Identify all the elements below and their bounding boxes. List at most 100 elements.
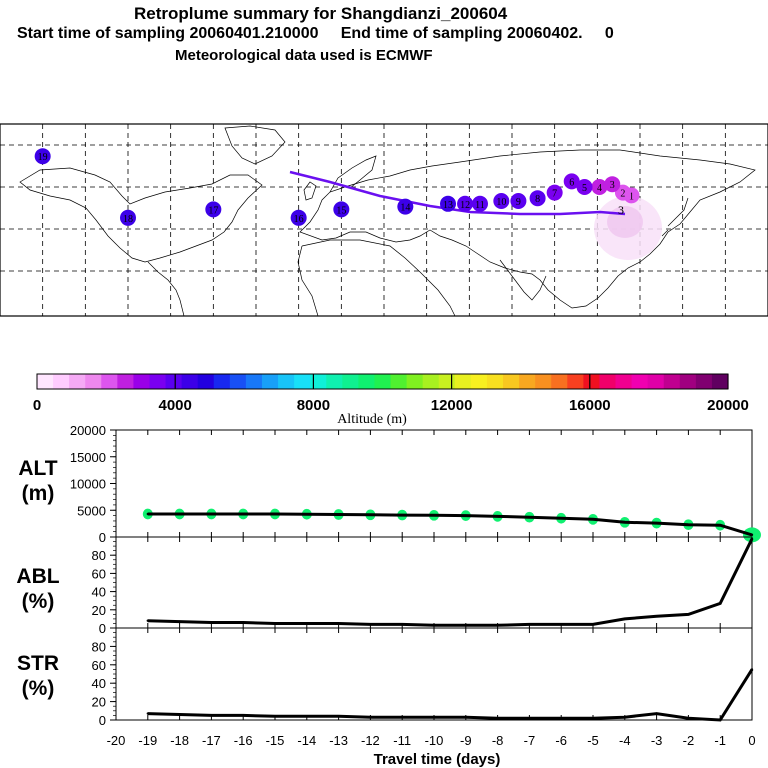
x-tick-label: -18	[170, 733, 189, 748]
colorbar-cell	[374, 374, 392, 389]
trajectory-marker	[563, 173, 580, 190]
colorbar-tick-label: 20000	[707, 397, 749, 414]
data-point	[719, 718, 722, 722]
colorbar-cell	[342, 374, 359, 389]
y-tick-label: 60	[92, 566, 106, 581]
data-point	[305, 622, 308, 625]
colorbar-tick-label: 16000	[569, 397, 611, 414]
colorbar-cell	[647, 374, 665, 389]
data-point	[687, 613, 690, 616]
trajectory-marker-label: 17	[208, 205, 218, 216]
colorbar-cell	[85, 374, 102, 389]
data-point	[496, 624, 499, 627]
colorbar-cell	[229, 374, 247, 389]
x-tick-label: -15	[266, 733, 285, 748]
colorbar-cell	[551, 374, 568, 389]
data-point	[655, 521, 658, 525]
y-tick-label: 40	[92, 676, 106, 691]
x-tick-label: -13	[329, 733, 348, 748]
data-point	[305, 715, 308, 718]
panel-unit-label: (m)	[22, 482, 55, 505]
colorbar-cell	[567, 374, 584, 389]
colorbar-cell	[165, 374, 183, 389]
x-tick-label: -1	[714, 733, 726, 748]
colorbar-cell	[37, 374, 54, 389]
colorbar-cell	[390, 374, 408, 389]
data-point	[719, 602, 722, 605]
x-axis-title: Travel time (days)	[374, 751, 501, 768]
data-point	[337, 622, 340, 625]
colorbar-cell	[278, 374, 295, 389]
coast-british-isles	[303, 181, 317, 201]
plume-cloud-inner	[607, 206, 643, 238]
series-line-abl	[147, 538, 754, 627]
data-point	[337, 513, 340, 516]
colorbar-cell	[422, 374, 440, 389]
trajectory-marker	[493, 193, 510, 209]
data-point	[210, 512, 213, 516]
colorbar-cell	[695, 374, 713, 389]
x-tick-label: -3	[651, 733, 663, 748]
data-point	[750, 537, 754, 541]
trajectory-marker-label: 3	[610, 180, 615, 191]
data-point	[273, 512, 277, 516]
colorbar-tick-label: 4000	[159, 397, 192, 414]
data-point	[146, 619, 149, 622]
y-tick-label: 20	[92, 695, 106, 710]
coast-africa	[297, 239, 456, 317]
x-tick-label: -6	[555, 733, 567, 748]
meteorological-data-note: Meteorological data used is ECMWF	[175, 47, 433, 64]
colorbar-cell	[101, 374, 118, 389]
time-series-panels: 20000150001000050000ALT(m)806040200ABL(%…	[16, 423, 761, 728]
colorbar-cell	[358, 374, 376, 389]
panel-label: ABL	[16, 565, 59, 588]
series-line-str	[147, 668, 754, 722]
trajectory-marker	[440, 195, 456, 212]
data-point	[496, 716, 499, 720]
trajectory-marker	[472, 195, 488, 212]
y-tick-label: 0	[99, 530, 106, 545]
trajectory-marker-label: 10	[496, 197, 506, 208]
data-point	[560, 716, 563, 720]
data-point	[496, 515, 499, 518]
data-point	[242, 512, 245, 516]
panel-str: 80 60 40 20 0 STR(%)	[17, 627, 754, 728]
colorbar-cell	[438, 374, 456, 389]
data-point	[146, 512, 149, 516]
data-point	[146, 712, 149, 715]
panel-frame	[115, 627, 753, 721]
colorbar-tick-label: 8000	[297, 397, 330, 414]
coast-japan	[661, 197, 689, 237]
data-point	[464, 716, 467, 719]
data-point	[369, 623, 372, 626]
y-tick-label: 60	[92, 658, 106, 673]
trajectory-marker	[591, 179, 608, 195]
colorbar-cell	[663, 374, 681, 389]
colorbar-cell	[197, 374, 215, 389]
data-point	[210, 621, 213, 624]
coast-eurasia	[299, 149, 756, 309]
mean-trajectory	[289, 170, 626, 216]
data-point	[178, 713, 181, 716]
colorbar-cell	[326, 374, 343, 389]
data-point	[464, 624, 467, 627]
coast-north-america	[19, 167, 263, 263]
x-tick-label: -4	[619, 733, 631, 748]
x-tick-label: -17	[202, 733, 221, 748]
y-tick-label: 0	[99, 621, 106, 636]
coast-india	[499, 259, 547, 301]
panel-label: STR	[17, 652, 59, 675]
data-point	[591, 518, 595, 521]
series-line-alt	[147, 512, 753, 537]
data-point	[623, 521, 626, 524]
data-point	[655, 712, 658, 715]
trajectory-marker-label: 5	[582, 183, 587, 194]
travel-time-axis: -20 -19 -18 -17 -16 -15 -14 -13 -12 -11 -10 -9 -8 -7-…	[107, 733, 756, 768]
data-point	[242, 714, 245, 717]
plume-footprint	[594, 196, 662, 260]
data-point	[719, 524, 722, 527]
data-point	[210, 714, 213, 717]
colorbar-cell	[133, 374, 151, 389]
trajectory-marker-label: 18	[123, 214, 133, 225]
x-tick-label: -19	[138, 733, 157, 748]
